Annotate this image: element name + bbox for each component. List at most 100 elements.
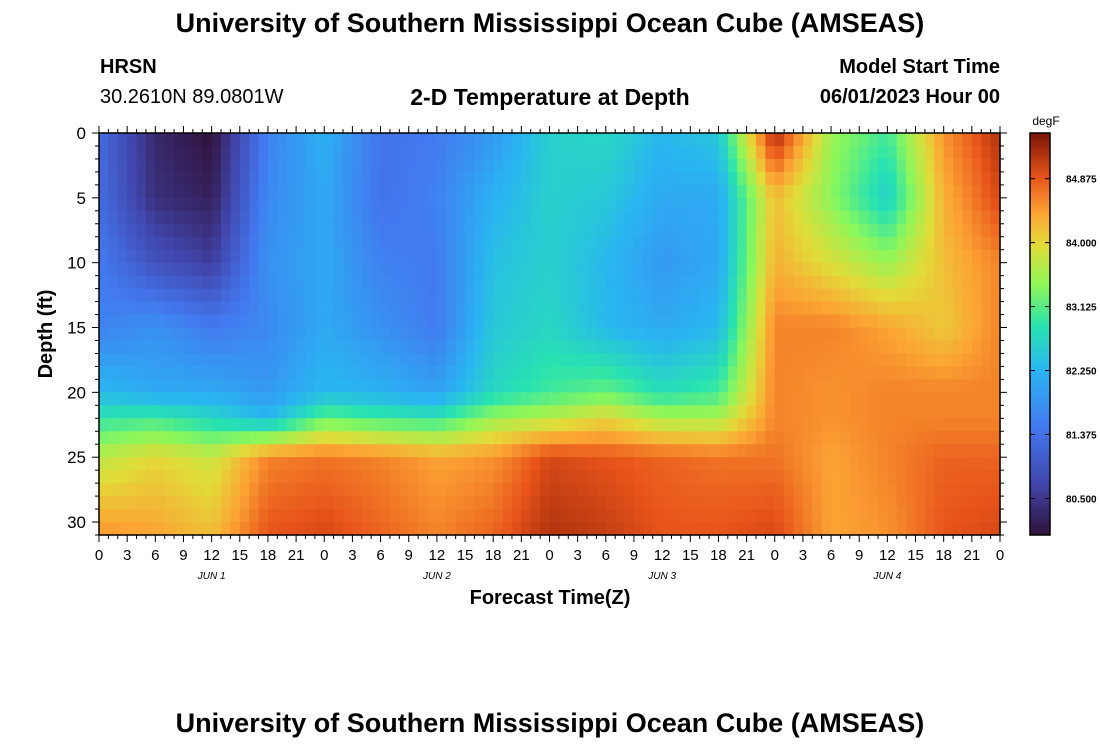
heatmap-cell	[755, 275, 766, 290]
heatmap-cell	[436, 366, 447, 380]
heatmap-cell	[624, 405, 635, 419]
heatmap-cell	[868, 133, 879, 147]
heatmap-cell	[596, 418, 607, 432]
heatmap-cell	[333, 301, 344, 316]
heatmap-cell	[671, 171, 682, 186]
heatmap-cell	[605, 133, 616, 147]
heatmap-cell	[934, 197, 945, 212]
heatmap-cell	[455, 444, 466, 458]
heatmap-cell	[511, 288, 522, 303]
heatmap-cell	[662, 340, 673, 355]
heatmap-cell	[99, 301, 109, 316]
x-tick-label: 12	[429, 547, 446, 564]
heatmap-cell	[361, 522, 372, 536]
heatmap-cell	[286, 314, 297, 329]
heatmap-cell	[418, 340, 429, 355]
heatmap-cell	[418, 197, 429, 212]
heatmap-cell	[361, 509, 372, 523]
heatmap-cell	[718, 301, 729, 316]
heatmap-cell	[436, 314, 447, 329]
heatmap-cell	[530, 522, 541, 536]
heatmap-cell	[812, 314, 823, 329]
heatmap-cell	[906, 249, 917, 264]
heatmap-cell	[990, 158, 1001, 173]
heatmap-cell	[127, 236, 138, 251]
heatmap-cell	[981, 197, 992, 212]
heatmap-cell	[549, 301, 560, 316]
heatmap-cell	[465, 275, 476, 290]
heatmap-cell	[267, 496, 278, 510]
heatmap-cell	[859, 418, 870, 432]
heatmap-cell	[643, 133, 654, 147]
heatmap-cell	[418, 262, 429, 277]
heatmap-cell	[474, 379, 485, 393]
heatmap-cell	[286, 379, 297, 393]
heatmap-cell	[840, 496, 851, 510]
heatmap-cell	[887, 262, 898, 277]
heatmap-cell	[934, 444, 945, 458]
heatmap-cell	[690, 288, 701, 303]
heatmap-cell	[718, 275, 729, 290]
heatmap-cell	[793, 184, 804, 199]
heatmap-cell	[943, 353, 954, 368]
heatmap-cell	[427, 392, 438, 406]
heatmap-cell	[887, 405, 898, 419]
heatmap-cell	[859, 158, 870, 173]
heatmap-cell	[624, 431, 635, 445]
heatmap-cell	[333, 392, 344, 406]
heatmap-cell	[727, 262, 738, 277]
heatmap-cell	[793, 457, 804, 471]
y-tick-label: 30	[67, 513, 86, 532]
heatmap-cell	[221, 353, 231, 368]
heatmap-cell	[343, 366, 354, 380]
heatmap-cell	[577, 418, 588, 432]
heatmap-cell	[202, 392, 213, 406]
heatmap-cell	[962, 275, 973, 290]
heatmap-cell	[774, 522, 785, 536]
heatmap-cell	[643, 262, 654, 277]
heatmap-cell	[155, 288, 166, 303]
heatmap-cell	[540, 275, 551, 290]
heatmap-cell	[155, 444, 166, 458]
heatmap-cell	[971, 392, 982, 406]
heatmap-cell	[155, 210, 166, 225]
heatmap-cell	[821, 249, 832, 264]
heatmap-cell	[155, 236, 166, 251]
heatmap-cell	[230, 418, 241, 432]
heatmap-cell	[361, 262, 372, 277]
heatmap-cell	[493, 483, 504, 497]
heatmap-cell	[502, 171, 513, 186]
heatmap-cell	[511, 444, 522, 458]
heatmap-cell	[418, 496, 429, 510]
heatmap-cell	[934, 353, 945, 368]
heatmap-cell	[211, 171, 222, 186]
heatmap-cell	[568, 522, 579, 536]
heatmap-cell	[596, 236, 607, 251]
heatmap-cell	[831, 210, 842, 225]
heatmap-cell	[746, 327, 757, 342]
heatmap-cell	[662, 133, 673, 147]
heatmap-cell	[399, 522, 410, 536]
heatmap-cell	[540, 236, 551, 251]
heatmap-cell	[239, 496, 250, 510]
heatmap-cell	[896, 249, 907, 264]
heatmap-cell	[953, 171, 964, 186]
heatmap-cell	[99, 379, 109, 393]
heatmap-cell	[587, 444, 598, 458]
heatmap-cell	[568, 418, 579, 432]
heatmap-cell	[127, 197, 138, 212]
heatmap-cell	[849, 236, 860, 251]
heatmap-cell	[211, 262, 222, 277]
heatmap-cell	[615, 509, 626, 523]
heatmap-cell	[784, 288, 795, 303]
heatmap-cell	[652, 184, 663, 199]
heatmap-cell	[784, 210, 795, 225]
heatmap-cell	[267, 353, 278, 368]
heatmap-cell	[718, 223, 729, 238]
heatmap-cell	[727, 184, 738, 199]
heatmap-cell	[896, 171, 907, 186]
heatmap-cell	[934, 470, 945, 484]
heatmap-cell	[887, 236, 898, 251]
heatmap-cell	[924, 133, 935, 147]
heatmap-cell	[868, 392, 879, 406]
